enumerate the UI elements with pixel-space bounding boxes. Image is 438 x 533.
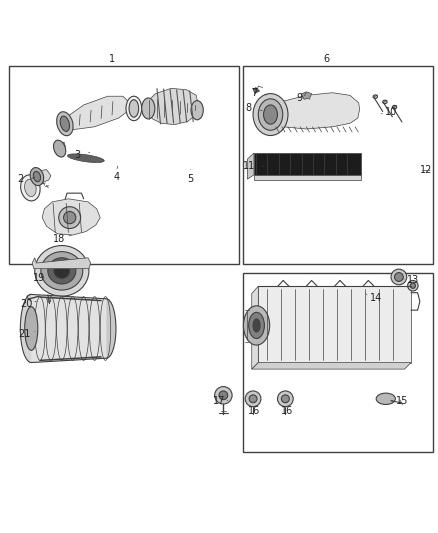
Ellipse shape [54, 263, 70, 278]
Ellipse shape [25, 306, 38, 350]
Ellipse shape [249, 312, 265, 338]
Text: 20: 20 [20, 298, 32, 309]
Polygon shape [252, 286, 258, 369]
Ellipse shape [395, 272, 403, 281]
Text: 4: 4 [113, 172, 120, 182]
Text: 2: 2 [17, 174, 24, 184]
Ellipse shape [33, 172, 41, 182]
Text: 5: 5 [187, 174, 194, 184]
Ellipse shape [282, 395, 289, 403]
Polygon shape [254, 87, 258, 92]
Text: 17: 17 [213, 395, 225, 406]
Polygon shape [254, 153, 361, 175]
Ellipse shape [215, 386, 232, 404]
Ellipse shape [373, 95, 378, 99]
Text: 10: 10 [385, 107, 398, 117]
Ellipse shape [391, 269, 407, 285]
Text: 6: 6 [323, 54, 329, 64]
Ellipse shape [219, 391, 228, 400]
Polygon shape [27, 294, 32, 301]
Ellipse shape [191, 101, 203, 120]
Ellipse shape [25, 179, 36, 197]
Ellipse shape [35, 246, 89, 296]
Text: 14: 14 [370, 293, 382, 303]
Text: 1: 1 [109, 54, 115, 64]
Ellipse shape [245, 391, 261, 407]
Text: 21: 21 [18, 329, 31, 339]
Ellipse shape [64, 212, 76, 224]
Text: 7: 7 [251, 88, 257, 98]
Polygon shape [33, 169, 51, 183]
Bar [243, 66, 433, 264]
Ellipse shape [129, 100, 139, 117]
Ellipse shape [59, 207, 81, 229]
Ellipse shape [383, 100, 387, 103]
Ellipse shape [258, 99, 283, 130]
Ellipse shape [53, 140, 66, 157]
Ellipse shape [253, 94, 288, 135]
Polygon shape [254, 175, 361, 181]
Text: 16: 16 [248, 406, 260, 416]
Ellipse shape [57, 112, 73, 136]
Polygon shape [62, 96, 130, 130]
Text: 13: 13 [407, 276, 420, 286]
Polygon shape [301, 92, 311, 99]
Polygon shape [42, 199, 100, 235]
Ellipse shape [244, 306, 270, 345]
Text: 19: 19 [33, 273, 45, 283]
Text: 3: 3 [74, 150, 80, 160]
Ellipse shape [253, 319, 260, 332]
Ellipse shape [278, 391, 293, 407]
Bar [10, 66, 239, 264]
Polygon shape [247, 153, 254, 179]
Ellipse shape [48, 258, 76, 284]
Polygon shape [267, 93, 360, 129]
Ellipse shape [376, 393, 396, 405]
Ellipse shape [30, 167, 44, 185]
Ellipse shape [126, 96, 142, 120]
Polygon shape [31, 294, 106, 362]
Ellipse shape [67, 154, 104, 163]
Text: 11: 11 [244, 161, 256, 171]
Polygon shape [32, 258, 91, 269]
Ellipse shape [41, 252, 83, 290]
Polygon shape [46, 297, 51, 302]
Ellipse shape [249, 395, 257, 403]
Bar [243, 273, 433, 452]
Polygon shape [258, 286, 411, 362]
Ellipse shape [392, 106, 397, 109]
Ellipse shape [60, 116, 70, 132]
Text: 12: 12 [420, 165, 433, 175]
Ellipse shape [264, 105, 278, 124]
Ellipse shape [97, 299, 116, 358]
Text: 8: 8 [246, 103, 252, 114]
Text: 15: 15 [396, 395, 409, 406]
Ellipse shape [21, 175, 40, 201]
Polygon shape [55, 142, 65, 154]
Ellipse shape [20, 294, 42, 362]
Ellipse shape [410, 283, 416, 288]
Ellipse shape [142, 98, 155, 119]
Polygon shape [252, 362, 411, 369]
Text: 18: 18 [53, 234, 65, 244]
Text: 9: 9 [297, 93, 303, 102]
Polygon shape [146, 88, 198, 125]
Ellipse shape [408, 280, 418, 291]
Text: 16: 16 [281, 406, 293, 416]
